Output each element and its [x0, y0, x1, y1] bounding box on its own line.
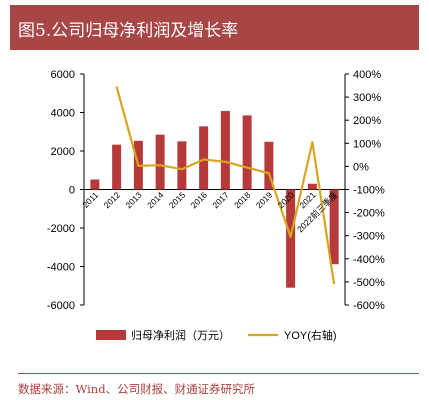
yoy-line: [115, 86, 336, 285]
left-tick-label: 2000: [51, 146, 75, 158]
x-tick-label: 2017: [210, 190, 231, 211]
bar-2022前三季度: [329, 189, 339, 265]
chart-axes: 6000 4000 2000 0 -2000 -4000 -6000 400% 300% 200%…: [47, 69, 385, 312]
legend: 归母净利润（万元） YOY(右轴): [96, 328, 337, 342]
x-tick-label: 2015: [167, 190, 188, 211]
right-tick-label: 200%: [353, 115, 381, 127]
right-tick-label: -400%: [353, 254, 385, 266]
legend-bar-swatch: [96, 330, 126, 340]
left-tick-label: 4000: [51, 108, 75, 120]
footer-divider: [18, 373, 419, 374]
left-tick-label: -4000: [47, 262, 75, 274]
bar-2021: [307, 183, 317, 190]
right-tick-label: 100%: [353, 138, 381, 150]
right-tick-label: -100%: [353, 185, 385, 197]
left-tick-label: 6000: [51, 69, 75, 81]
left-tick-label: -6000: [47, 300, 75, 312]
bar-2014: [155, 134, 165, 190]
left-tick-label: -2000: [47, 223, 75, 235]
x-tick-label: 2013: [123, 190, 144, 211]
source-note: 数据来源：Wind、公司财报、财通证券研究所: [18, 382, 256, 396]
chart-title: 图5.公司归母净利润及增长率: [18, 21, 239, 41]
right-tick-label: -300%: [353, 231, 385, 243]
bar-2017: [220, 110, 230, 190]
bar-2018: [242, 115, 252, 190]
x-tick-label: 2016: [189, 190, 210, 211]
chart-canvas: 6000 4000 2000 0 -2000 -4000 -6000 400% 300% 200%…: [47, 69, 385, 342]
bar-2016: [199, 126, 209, 190]
x-tick-label: 2012: [102, 190, 123, 211]
bar-2012: [112, 144, 122, 190]
x-tick-label: 2014: [145, 190, 166, 211]
header-bar: 图5.公司归母净利润及增长率: [10, 5, 419, 50]
right-tick-label: -600%: [353, 300, 385, 312]
right-tick-label: 400%: [353, 69, 381, 81]
legend-line-label: YOY(右轴): [284, 328, 337, 342]
right-tick-label: 0%: [353, 161, 369, 173]
x-tick-label: 2011: [80, 190, 100, 210]
left-tick-label: 0: [69, 185, 75, 197]
bar-2020: [286, 189, 296, 288]
right-tick-label: -500%: [353, 277, 385, 289]
right-tick-label: -200%: [353, 208, 385, 220]
legend-bar-label: 归母净利润（万元）: [131, 328, 230, 342]
x-tick-label: 2019: [254, 190, 275, 211]
bar-2019: [264, 141, 274, 190]
x-tick-label: 2018: [232, 190, 253, 211]
bar-2015: [177, 141, 187, 190]
bar-2011: [90, 179, 100, 190]
line-series: [115, 86, 336, 285]
right-tick-label: 300%: [353, 92, 381, 104]
